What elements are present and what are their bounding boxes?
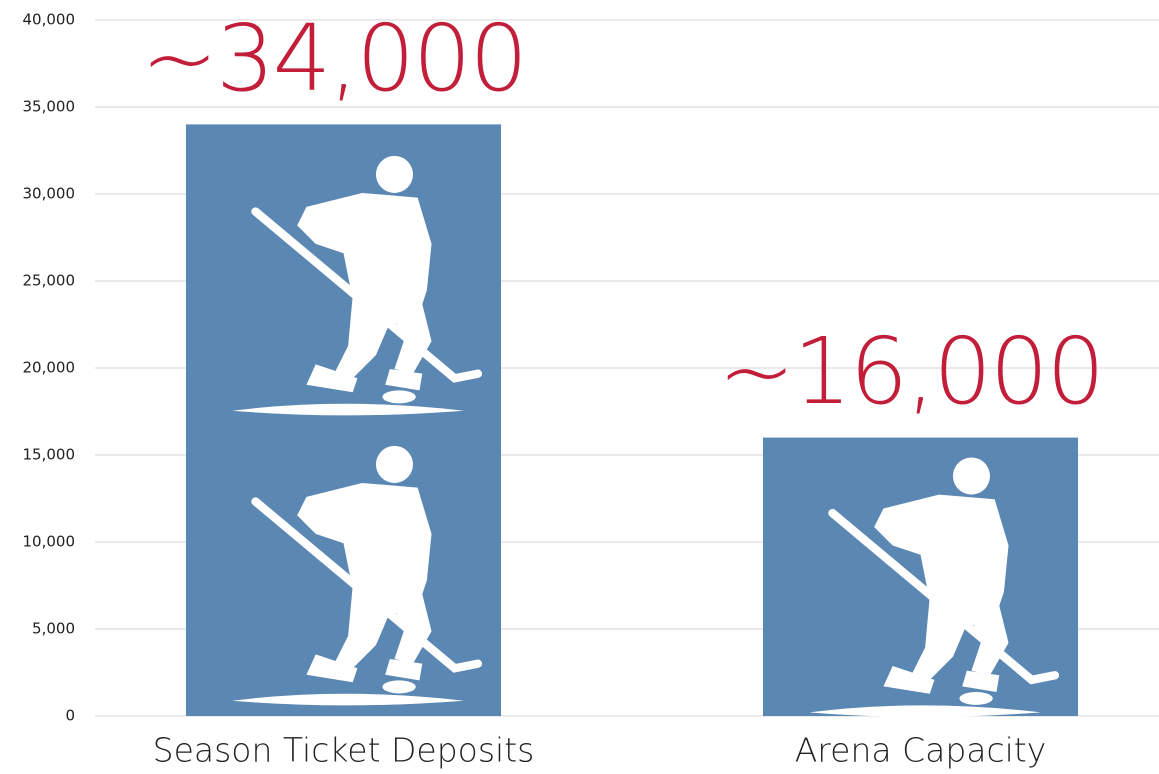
y-tick-label: 15,000 bbox=[23, 446, 76, 464]
x-tick-label: Season Ticket Deposits bbox=[153, 731, 535, 770]
y-tick-label: 20,000 bbox=[23, 359, 76, 377]
y-tick-label: 25,000 bbox=[23, 272, 76, 290]
y-tick-label: 10,000 bbox=[23, 533, 76, 551]
x-tick-label: Arena Capacity bbox=[795, 731, 1047, 770]
y-tick-label: 35,000 bbox=[23, 98, 76, 116]
y-tick-label: 5,000 bbox=[32, 620, 75, 638]
y-tick-label: 30,000 bbox=[23, 185, 76, 203]
value-label: ~34,000 bbox=[141, 5, 526, 112]
y-tick-label: 0 bbox=[65, 707, 75, 725]
y-tick-label: 40,000 bbox=[23, 11, 76, 29]
value-label: ~16,000 bbox=[718, 318, 1103, 425]
